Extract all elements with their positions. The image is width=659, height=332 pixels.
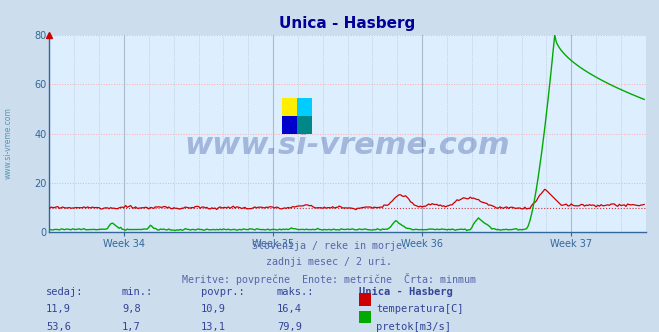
Text: povpr.:: povpr.: [201,287,244,297]
Text: maks.:: maks.: [277,287,314,297]
Text: 10,9: 10,9 [201,304,226,314]
Text: 13,1: 13,1 [201,322,226,332]
Text: 16,4: 16,4 [277,304,302,314]
Text: sedaj:: sedaj: [46,287,84,297]
Text: www.si-vreme.com: www.si-vreme.com [185,131,511,160]
Text: 1,7: 1,7 [122,322,140,332]
Text: Meritve: povprečne  Enote: metrične  Črta: minmum: Meritve: povprečne Enote: metrične Črta:… [183,273,476,285]
Title: Unica - Hasberg: Unica - Hasberg [279,16,416,31]
Text: 79,9: 79,9 [277,322,302,332]
Bar [282,98,297,116]
Text: www.si-vreme.com: www.si-vreme.com [3,107,13,179]
Text: 9,8: 9,8 [122,304,140,314]
Bar [297,116,312,133]
Text: min.:: min.: [122,287,153,297]
Bar [297,98,312,116]
Text: temperatura[C]: temperatura[C] [376,304,464,314]
Text: pretok[m3/s]: pretok[m3/s] [376,322,451,332]
Text: 53,6: 53,6 [46,322,71,332]
Text: 11,9: 11,9 [46,304,71,314]
Bar [282,116,297,133]
Text: zadnji mesec / 2 uri.: zadnji mesec / 2 uri. [266,257,393,267]
Text: Slovenija / reke in morje.: Slovenija / reke in morje. [252,241,407,251]
Text: Unica - Hasberg: Unica - Hasberg [359,287,453,297]
